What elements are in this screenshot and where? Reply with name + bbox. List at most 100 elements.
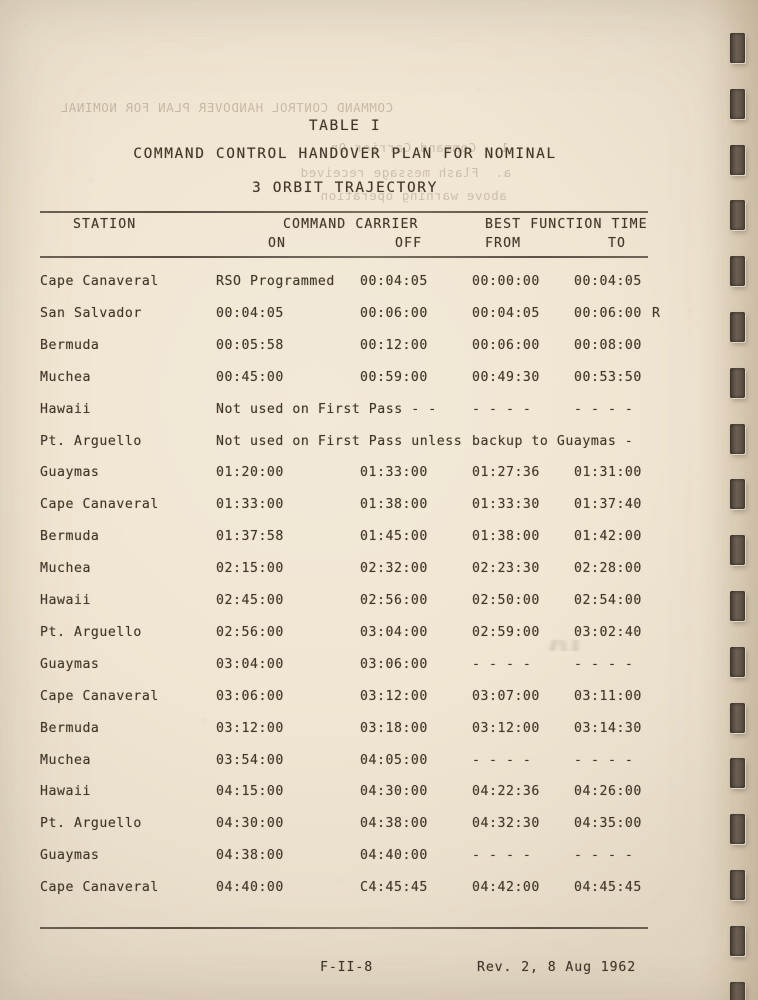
- cell-best-function-to: - - - -: [574, 752, 634, 768]
- cell-best-function-from: backup to Guaymas -: [472, 433, 634, 449]
- cell-best-function-to: 03:14:30: [574, 720, 642, 736]
- cell-best-function-from: - - - -: [472, 656, 532, 672]
- cell-best-function-to: 01:31:00: [574, 465, 642, 481]
- pencil-annotation-smudge: [545, 640, 587, 651]
- cell-command-carrier-off: 00:06:00: [360, 305, 428, 321]
- cell-command-carrier-on: 04:40:00: [216, 880, 284, 896]
- cell-best-function-from: 01:33:30: [472, 497, 540, 513]
- cell-command-carrier-off: 01:45:00: [360, 529, 428, 545]
- cell-station: Cape Canaveral: [40, 880, 159, 896]
- cell-best-function-from: 00:06:00: [472, 337, 540, 353]
- cell-command-carrier-off: 02:56:00: [360, 593, 428, 608]
- cell-best-function-from: 02:59:00: [472, 624, 540, 640]
- cell-command-carrier-off: 02:32:00: [360, 561, 428, 577]
- cell-command-carrier-off: 03:18:00: [360, 720, 428, 736]
- cell-command-carrier-off: 00:04:05: [360, 274, 428, 289]
- cell-best-function-to: 00:08:00: [574, 337, 642, 353]
- cell-station: Muchea: [40, 752, 91, 768]
- cell-best-function-to: 02:54:00: [574, 593, 642, 608]
- binding-punch-hole: [730, 870, 745, 900]
- binding-punch-hole: [730, 89, 745, 119]
- cell-command-carrier-off: 01:38:00: [360, 497, 428, 513]
- page-number: F-II-8: [320, 960, 374, 975]
- binding-punch-hole: [730, 591, 745, 621]
- binding-punch-hole: [730, 33, 745, 63]
- binding-punch-hole: [730, 647, 745, 677]
- binding-punch-hole: [730, 424, 745, 454]
- cell-command-carrier-on: 00:45:00: [216, 369, 284, 385]
- cell-row-note: R: [652, 305, 661, 321]
- cell-best-function-from: 04:32:30: [472, 816, 540, 832]
- binding-punch-hole: [730, 758, 745, 788]
- cell-station: Muchea: [40, 561, 91, 577]
- binding-punch-hole: [730, 535, 745, 565]
- cell-best-function-to: 01:42:00: [574, 529, 642, 545]
- cell-best-function-from: 00:49:30: [472, 369, 540, 385]
- column-header-to: TO: [608, 236, 627, 251]
- cell-station: Pt. Arguello: [40, 433, 142, 449]
- cell-best-function-from: 01:38:00: [472, 529, 540, 545]
- cell-command-carrier-on: 01:37:58: [216, 529, 284, 545]
- cell-station: Hawaii: [40, 401, 91, 417]
- cell-command-carrier-on: Not used on First Pass - -: [216, 401, 437, 417]
- cell-station: San Salvador: [40, 305, 142, 321]
- cell-station: Cape Canaveral: [40, 688, 159, 704]
- cell-command-carrier-on: 03:04:00: [216, 656, 284, 672]
- cell-command-carrier-off: 03:04:00: [360, 624, 428, 640]
- cell-station: Bermuda: [40, 337, 100, 353]
- cell-best-function-to: - - - -: [574, 401, 634, 417]
- cell-command-carrier-on: 00:05:58: [216, 337, 284, 353]
- table-title-line-2: 3 ORBIT TRAJECTORY: [252, 180, 438, 196]
- cell-best-function-from: 00:04:05: [472, 305, 540, 321]
- cell-command-carrier-off: 04:38:00: [360, 816, 428, 832]
- cell-command-carrier-off: 03:12:00: [360, 688, 428, 704]
- table-rule-header: [40, 256, 648, 258]
- column-header-off: OFF: [395, 236, 423, 251]
- column-header-command-carrier: COMMAND CARRIER: [283, 217, 419, 232]
- cell-command-carrier-off: 03:06:00: [360, 656, 428, 672]
- cell-station: Guaymas: [40, 848, 100, 864]
- cell-best-function-to: - - - -: [574, 656, 634, 672]
- binding-strip: [700, 0, 758, 1000]
- revision-label: Rev. 2, 8 Aug 1962: [477, 960, 637, 975]
- binding-punch-hole: [730, 926, 745, 956]
- cell-best-function-from: 00:00:00: [472, 274, 540, 289]
- cell-command-carrier-on: 04:30:00: [216, 816, 284, 832]
- cell-best-function-from: 04:42:00: [472, 880, 540, 896]
- cell-station: Guaymas: [40, 656, 100, 672]
- cell-command-carrier-on: 01:33:00: [216, 497, 284, 513]
- cell-command-carrier-off: 01:33:00: [360, 465, 428, 481]
- cell-station: Guaymas: [40, 465, 100, 481]
- cell-best-function-to: - - - -: [574, 848, 634, 864]
- cell-best-function-to: 00:53:50: [574, 369, 642, 385]
- column-header-from: FROM: [485, 236, 522, 251]
- cell-best-function-to: 04:26:00: [574, 784, 642, 800]
- cell-command-carrier-off: 00:12:00: [360, 337, 428, 353]
- cell-command-carrier-off: 04:30:00: [360, 784, 428, 800]
- cell-best-function-to: 01:37:40: [574, 497, 642, 513]
- cell-best-function-from: 03:07:00: [472, 688, 540, 704]
- cell-best-function-from: 02:23:30: [472, 561, 540, 577]
- cell-station: Bermuda: [40, 720, 100, 736]
- binding-punch-hole: [730, 982, 745, 1000]
- cell-command-carrier-on: 00:04:05: [216, 305, 284, 321]
- cell-command-carrier-on: 04:38:00: [216, 848, 284, 864]
- cell-command-carrier-on: Not used on First Pass unless: [216, 433, 463, 449]
- cell-best-function-from: 03:12:00: [472, 720, 540, 736]
- cell-command-carrier-on: 03:54:00: [216, 752, 284, 768]
- column-header-on: ON: [268, 236, 287, 251]
- cell-best-function-to: 04:45:45: [574, 880, 642, 896]
- binding-punch-hole: [730, 200, 745, 230]
- cell-station: Hawaii: [40, 784, 91, 800]
- column-header-station: STATION: [73, 217, 137, 232]
- cell-best-function-to: 02:28:00: [574, 561, 642, 577]
- table-rule-top: [40, 211, 648, 213]
- cell-station: Cape Canaveral: [40, 274, 159, 289]
- cell-best-function-from: 01:27:36: [472, 465, 540, 481]
- cell-command-carrier-on: 02:15:00: [216, 561, 284, 577]
- table-rule-bottom: [40, 927, 648, 929]
- cell-command-carrier-on: 01:20:00: [216, 465, 284, 481]
- binding-punch-hole: [730, 814, 745, 844]
- cell-best-function-to: 03:11:00: [574, 688, 642, 704]
